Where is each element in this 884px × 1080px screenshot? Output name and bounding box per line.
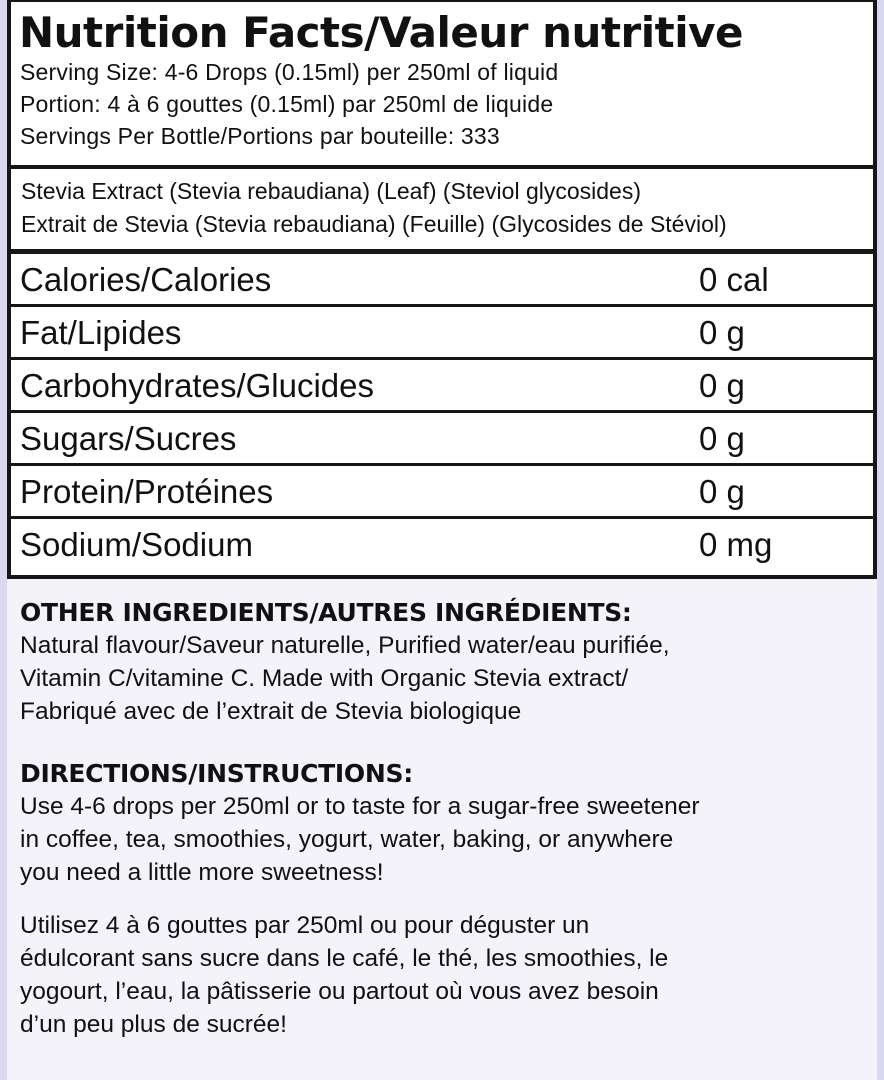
other-ingredients-heading: OTHER INGREDIENTS/AUTRES INGRÉDIENTS: bbox=[20, 598, 632, 627]
servings-per-bottle: Servings Per Bottle/Portions par bouteil… bbox=[20, 123, 500, 149]
directions-fr-line: d’un peu plus de sucrée! bbox=[20, 1011, 287, 1038]
nutrient-row: Fat/Lipides 0 g bbox=[11, 307, 873, 360]
directions-en-line: you need a little more sweetness! bbox=[20, 859, 384, 886]
directions-fr-line: édulcorant sans sucre dans le café, le t… bbox=[20, 945, 669, 972]
portion: Portion: 4 à 6 gouttes (0.15ml) par 250m… bbox=[20, 91, 554, 117]
nutrient-value: 0 g bbox=[699, 314, 745, 351]
other-ingredients-line: Natural flavour/Saveur naturelle, Purifi… bbox=[20, 632, 670, 659]
nutrient-name: Sodium/Sodium bbox=[20, 526, 253, 563]
nutrient-row: Carbohydrates/Glucides 0 g bbox=[11, 360, 873, 413]
other-ingredients-section: OTHER INGREDIENTS/AUTRES INGRÉDIENTS: Na… bbox=[20, 597, 870, 728]
nutrient-value: 0 g bbox=[699, 420, 745, 457]
left-edge bbox=[0, 0, 7, 1080]
directions-fr-line: Utilisez 4 à 6 gouttes par 250ml ou pour… bbox=[20, 912, 590, 939]
directions-fr-line: yogourt, l’eau, la pâtisserie ou partout… bbox=[20, 978, 659, 1005]
nutrient-name: Carbohydrates/Glucides bbox=[20, 367, 375, 404]
nutrient-row: Sugars/Sucres 0 g bbox=[11, 413, 873, 466]
nutrient-name: Protein/Protéines bbox=[20, 473, 274, 510]
other-ingredients-line: Vitamin C/vitamine C. Made with Organic … bbox=[20, 665, 629, 692]
nutrient-value: 0 cal bbox=[699, 261, 769, 298]
nutrient-row: Protein/Protéines 0 g bbox=[11, 466, 873, 519]
directions-en-line: Use 4-6 drops per 250ml or to taste for … bbox=[20, 793, 700, 820]
right-edge bbox=[877, 0, 884, 1080]
active-ingredient-box: Stevia Extract (Stevia rebaudiana) (Leaf… bbox=[7, 165, 877, 253]
directions-en-line: in coffee, tea, smoothies, yogurt, water… bbox=[20, 826, 674, 853]
directions-heading: DIRECTIONS/INSTRUCTIONS: bbox=[20, 759, 413, 788]
nutrient-name: Fat/Lipides bbox=[20, 314, 182, 351]
nutrient-value: 0 g bbox=[699, 367, 745, 404]
other-ingredients-line: Fabriqué avec de l’extrait de Stevia bio… bbox=[20, 698, 522, 725]
nutrient-value: 0 mg bbox=[699, 526, 773, 563]
nutrient-table: Calories/Calories 0 cal Fat/Lipides 0 g Ca… bbox=[7, 250, 877, 579]
nutrient-name: Calories/Calories bbox=[20, 261, 272, 298]
active-ingredient-en: Stevia Extract (Stevia rebaudiana) (Leaf… bbox=[21, 178, 642, 204]
nutrition-title: Nutrition Facts/Valeur nutritive bbox=[19, 8, 743, 57]
nutrition-header-box: Nutrition Facts/Valeur nutritive Serving… bbox=[7, 0, 877, 169]
active-ingredient-fr: Extrait de Stevia (Stevia rebaudiana) (F… bbox=[21, 211, 727, 237]
nutrient-row: Sodium/Sodium 0 mg bbox=[11, 519, 873, 569]
directions-section: DIRECTIONS/INSTRUCTIONS: Use 4-6 drops p… bbox=[20, 758, 870, 1041]
nutrient-value: 0 g bbox=[699, 473, 745, 510]
nutrient-name: Sugars/Sucres bbox=[20, 420, 237, 457]
nutrient-row: Calories/Calories 0 cal bbox=[11, 254, 873, 307]
serving-size: Serving Size: 4-6 Drops (0.15ml) per 250… bbox=[20, 59, 559, 85]
